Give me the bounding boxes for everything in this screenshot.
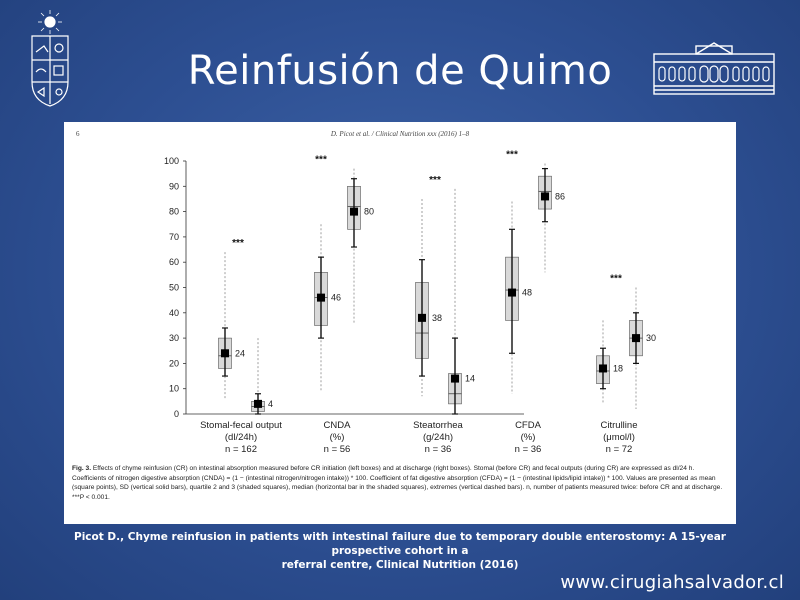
significance-marker: ***: [610, 274, 622, 285]
significance-marker: ***: [429, 175, 441, 186]
box-plot-chart: 6 D. Picot et al. / Clinical Nutrition x…: [76, 130, 656, 455]
figure-caption: Fig. 3. Effects of chyme reinfusion (CR)…: [72, 464, 728, 502]
category-label: (g/24h): [423, 432, 453, 443]
category-label: Steatorrhea: [413, 420, 463, 431]
citation-line-1: Picot D., Chyme reinfusion in patients w…: [74, 531, 726, 557]
y-tick-label: 90: [169, 181, 179, 191]
category-label: CFDA: [515, 420, 542, 431]
mean-data-label: 86: [555, 191, 565, 201]
mean-point: [418, 313, 426, 322]
mean-point: [254, 399, 262, 408]
y-tick-label: 0: [174, 409, 179, 419]
box-group: 24 4 *** Stomal-fecal output(dl/24h)n = 162: [200, 238, 282, 455]
significance-marker: ***: [232, 238, 244, 249]
mean-point: [221, 349, 229, 358]
plot-area: 0 10 20 30 40 50 60 70 80 90 100 24 4 *** Stomal-fecal…: [164, 150, 656, 455]
y-tick-label: 80: [169, 207, 179, 217]
significance-marker: ***: [506, 150, 518, 161]
y-tick-label: 100: [164, 156, 179, 166]
mean-point: [451, 374, 459, 383]
box-group: 48 86 *** CFDA(%)n = 36: [505, 150, 565, 455]
category-label: (%): [521, 432, 536, 443]
citation-line-2: referral centre, Clinical Nutrition (201…: [281, 559, 519, 571]
category-label: n = 56: [324, 444, 351, 455]
y-tick-label: 40: [169, 308, 179, 318]
category-label: Stomal-fecal output: [200, 420, 282, 431]
mean-data-label: 38: [432, 313, 442, 323]
significance-marker: ***: [315, 155, 327, 166]
category-label: Citrulline: [601, 420, 638, 431]
mean-point: [317, 293, 325, 302]
category-label: n = 36: [515, 444, 542, 455]
caption-label: Fig. 3.: [72, 465, 92, 472]
mean-point: [541, 192, 549, 201]
y-tick-label: 70: [169, 232, 179, 242]
website-url[interactable]: www.cirugiahsalvador.cl: [560, 572, 784, 593]
mean-data-label: 80: [364, 207, 374, 217]
mean-data-label: 24: [235, 348, 245, 358]
caption-text: Effects of chyme reinfusion (CR) on inte…: [72, 465, 723, 501]
y-tick-label: 10: [169, 384, 179, 394]
slide-title: Reinfusión de Quimo: [187, 48, 613, 94]
category-label: (%): [330, 432, 345, 443]
category-label: (μmol/l): [603, 432, 635, 443]
category-label: n = 36: [425, 444, 452, 455]
mean-point: [508, 288, 516, 297]
university-crest-logo: [31, 10, 69, 107]
box-group: 18 30 *** Citrulline(μmol/l)n = 72: [596, 274, 656, 455]
category-label: n = 162: [225, 444, 257, 455]
mean-data-label: 48: [522, 288, 532, 298]
category-label: (dl/24h): [225, 432, 257, 443]
mean-data-label: 30: [646, 333, 656, 343]
mean-data-label: 4: [268, 399, 273, 409]
category-label: n = 72: [606, 444, 633, 455]
mean-point: [599, 364, 607, 373]
figure-page-number: 6: [76, 130, 80, 138]
y-tick-label: 30: [169, 333, 179, 343]
hospital-building-logo: [653, 42, 775, 95]
citation: Picot D., Chyme reinfusion in patients w…: [40, 530, 760, 572]
category-label: CNDA: [324, 420, 352, 431]
mean-point: [632, 334, 640, 343]
mean-data-label: 46: [331, 293, 341, 303]
y-tick-label: 50: [169, 283, 179, 293]
y-tick-label: 20: [169, 358, 179, 368]
mean-point: [350, 207, 358, 216]
mean-data-label: 14: [465, 374, 475, 384]
box-group: 38 14 *** Steatorrhea(g/24h)n = 36: [413, 175, 475, 455]
figure-panel: 6 D. Picot et al. / Clinical Nutrition x…: [64, 122, 736, 524]
figure-running-header: D. Picot et al. / Clinical Nutrition xxx…: [330, 130, 470, 138]
mean-data-label: 18: [613, 363, 623, 373]
y-tick-label: 60: [169, 257, 179, 267]
box-group: 46 80 *** CNDA(%)n = 56: [314, 155, 374, 455]
